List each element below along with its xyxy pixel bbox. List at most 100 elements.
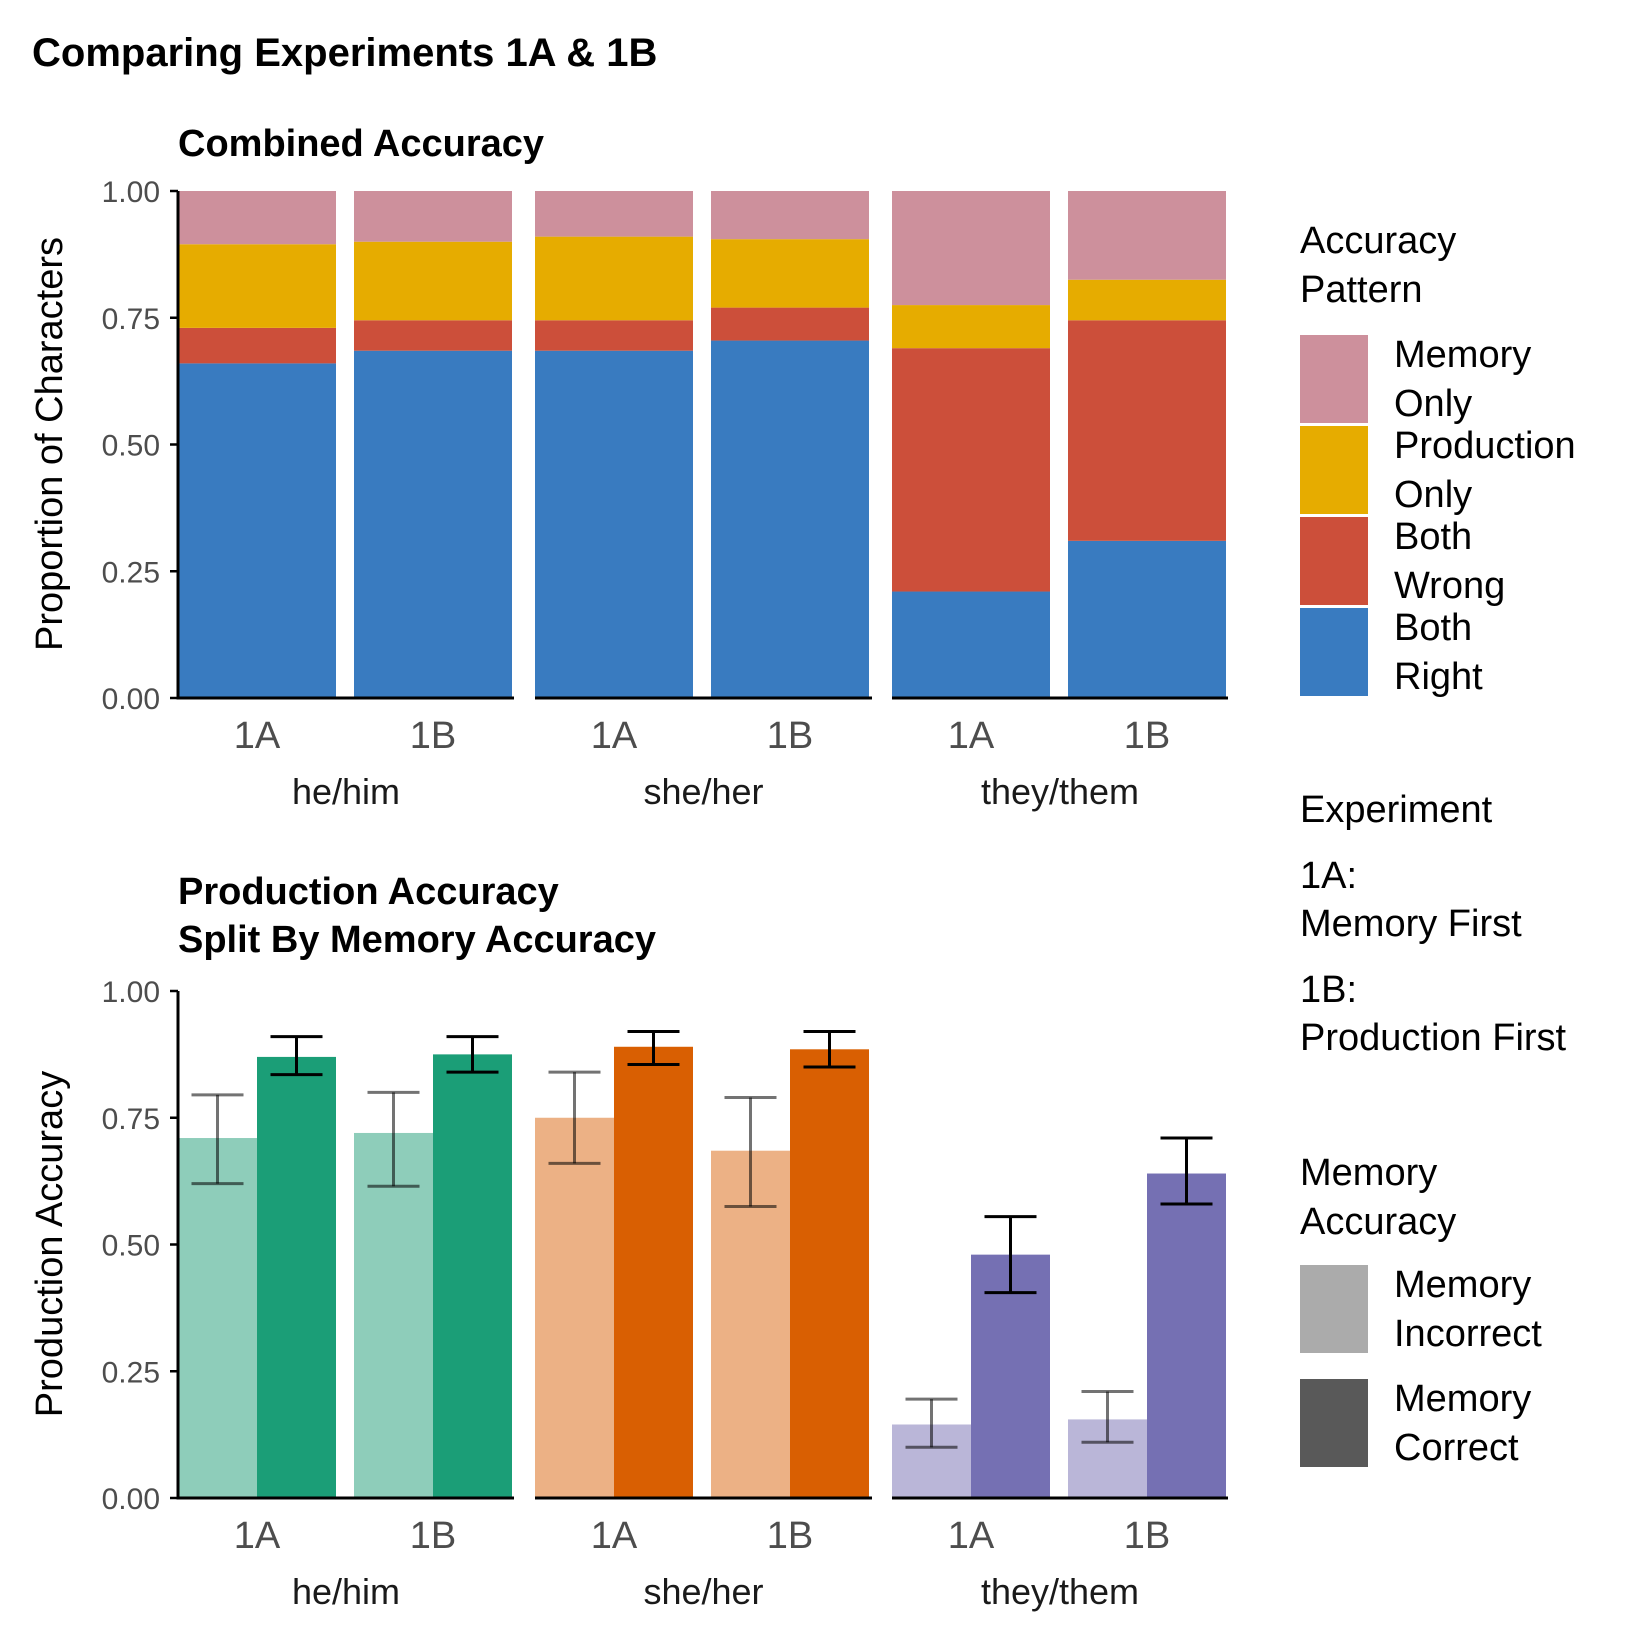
experiment-1a-label-line2: Memory First [1300,903,1522,945]
y-tick-label-0-50: 0.50 [102,1230,160,1263]
x-tick-label-he-him-1b: 1B [410,715,456,757]
legend-swatch-memory-correct [1300,1379,1368,1467]
legend-label-memory-incorrect-line1: Memory [1394,1264,1531,1306]
facet-label-he-him: he/him [292,771,400,812]
accuracy-pattern-legend: Accuracy Pattern Memory Only Production … [1300,220,1576,698]
y-tick-label-0-25: 0.25 [102,1356,160,1389]
legend-label-production-only-line1: Production [1394,425,1576,467]
legend-label-both-wrong-line1: Both [1394,516,1472,558]
experiment-legend-title: Experiment [1300,789,1493,831]
error-bar-memory-correct-he-him-1b [446,1035,499,1074]
memory-accuracy-legend: Memory Accuracy Memory Incorrect Memory … [1300,1152,1542,1469]
bar-memory-incorrect-she-her-1b [711,1150,790,1498]
x-tick-label-they-them-1b: 1B [1124,1515,1170,1557]
facet-label-she-her: she/her [643,1571,763,1612]
error-bar-memory-correct-they-them-1a [984,1215,1037,1295]
y-tick-label-1-00: 1.00 [102,976,160,1009]
legend-swatch-both-wrong [1300,517,1368,605]
x-tick-label-she-her-1b: 1B [767,1515,813,1557]
bar-segment-production-only-they-them-1b [1068,279,1226,321]
memory-accuracy-legend-title-line2: Accuracy [1300,1201,1456,1243]
bar-memory-correct-he-him-1a [257,1056,336,1498]
figure-title: Comparing Experiments 1A & 1B [32,31,657,75]
bar-segment-production-only-she-her-1a [535,236,693,321]
x-tick-label-he-him-1a: 1A [234,1515,281,1557]
y-tick-label-0-00: 0.00 [102,1483,160,1516]
x-tick-label-she-her-1a: 1A [591,715,638,757]
legend-label-memory-only-line2: Only [1394,383,1472,425]
bar-segment-memory-only-she-her-1b [711,191,869,240]
y-tick-label-0-25: 0.25 [102,556,160,589]
y-tick-label-0-75: 0.75 [102,303,160,336]
bar-memory-correct-they-them-1a [971,1254,1050,1498]
panel-title-line-2: Split By Memory Accuracy [178,919,656,961]
legend-swatch-production-only [1300,426,1368,514]
bar-memory-correct-he-him-1b [433,1054,512,1498]
bar-memory-correct-she-her-1a [614,1046,693,1498]
bar-segment-memory-only-she-her-1a [535,191,693,237]
legend-label-both-right-line2: Right [1394,656,1483,698]
bar-memory-correct-they-them-1b [1147,1173,1226,1498]
legend-label-production-only-line2: Only [1394,474,1472,516]
bar-segment-both-wrong-he-him-1b [354,320,512,351]
bar-segment-both-right-he-him-1a [178,363,336,698]
y-tick-label-1-00: 1.00 [102,176,160,209]
combined-accuracy-panel: Combined Accuracy Proportion of Character… [29,123,1228,812]
accuracy-pattern-legend-title-line1: Accuracy [1300,220,1456,262]
bar-segment-both-right-they-them-1b [1068,540,1226,698]
error-bar-memory-incorrect-she-her-1a [548,1070,601,1165]
facet-label-he-him: he/him [292,1571,400,1612]
legend-label-memory-correct-line2: Correct [1394,1427,1519,1469]
x-tick-label-he-him-1b: 1B [410,1515,456,1557]
panel-title-line-1: Production Accuracy [178,871,559,913]
bar-segment-both-right-she-her-1b [711,340,869,698]
experiment-1b-label-line1: 1B: [1300,969,1357,1011]
bar-segment-memory-only-he-him-1b [354,191,512,242]
bar-segment-both-wrong-they-them-1b [1068,320,1226,541]
error-bar-memory-incorrect-they-them-1a [905,1397,958,1449]
experiment-1b-label-line2: Production First [1300,1017,1567,1059]
bar-segment-both-right-she-her-1a [535,350,693,698]
error-bar-memory-incorrect-she-her-1b [724,1095,777,1208]
legend-label-memory-only-line1: Memory [1394,334,1531,376]
y-tick-label-0-50: 0.50 [102,430,160,463]
panel-title-line-1: Combined Accuracy [178,123,544,165]
error-bar-memory-incorrect-he-him-1a [191,1093,244,1186]
memory-accuracy-legend-title-line1: Memory [1300,1152,1437,1194]
error-bar-memory-correct-he-him-1a [270,1035,323,1077]
y-axis-label: Proportion of Characters [29,237,71,651]
y-axis-label: Production Accuracy [29,1071,71,1417]
experiment-1a-label-line1: 1A: [1300,855,1357,897]
legend-label-both-wrong-line2: Wrong [1394,565,1505,607]
legend-label-memory-incorrect-line2: Incorrect [1394,1313,1542,1355]
x-tick-label-they-them-1a: 1A [948,715,995,757]
error-bar-memory-incorrect-they-them-1b [1081,1390,1134,1444]
accuracy-pattern-legend-title-line2: Pattern [1300,269,1423,311]
legend-swatch-both-right [1300,608,1368,696]
y-tick-label-0-75: 0.75 [102,1103,160,1136]
legend-label-memory-correct-line1: Memory [1394,1378,1531,1420]
x-tick-label-he-him-1a: 1A [234,715,281,757]
legend-swatch-memory-incorrect [1300,1265,1368,1353]
bar-segment-memory-only-they-them-1b [1068,191,1226,280]
facet-label-she-her: she/her [643,771,763,812]
legend-swatch-memory-only [1300,335,1368,423]
bar-memory-incorrect-she-her-1a [535,1117,614,1498]
bar-segment-both-right-they-them-1a [892,591,1050,698]
x-tick-label-they-them-1b: 1B [1124,715,1170,757]
bar-memory-correct-she-her-1b [790,1049,869,1498]
facet-label-they-them: they/them [981,771,1139,812]
bar-segment-both-wrong-she-her-1b [711,307,869,341]
bar-segment-production-only-she-her-1b [711,239,869,308]
error-bar-memory-correct-she-her-1a [627,1030,680,1067]
legend-label-both-right-line1: Both [1394,607,1472,649]
bar-segment-memory-only-he-him-1a [178,191,336,245]
y-tick-label-0-00: 0.00 [102,683,160,716]
production-accuracy-panel: Production Accuracy Split By Memory Accur… [29,871,1228,1612]
x-tick-label-they-them-1a: 1A [948,1515,995,1557]
bar-segment-production-only-he-him-1a [178,244,336,328]
bar-segment-production-only-he-him-1b [354,241,512,321]
bar-segment-both-wrong-they-them-1a [892,348,1050,592]
bar-segment-both-wrong-she-her-1a [535,320,693,351]
